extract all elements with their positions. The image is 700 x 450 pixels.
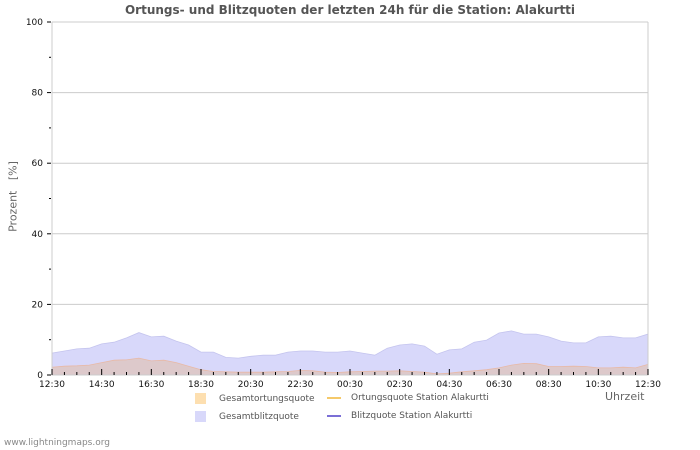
y-tick-label: 80 <box>32 89 44 99</box>
x-tick-label: 08:30 <box>536 380 562 390</box>
chart-title: Ortungs- und Blitzquoten der letzten 24h… <box>124 3 576 17</box>
legend-line-icon <box>327 415 341 417</box>
x-tick-label: 20:30 <box>238 380 264 390</box>
y-tick-label: 0 <box>37 371 43 381</box>
x-tick-label: 22:30 <box>287 380 313 390</box>
y-axis-label: Prozent [%] <box>6 161 20 232</box>
legend-item-gesamtortungsquote: Gesamtortungsquote <box>195 393 315 404</box>
x-tick-label: 04:30 <box>436 380 462 390</box>
x-tick-label: 18:30 <box>188 380 214 390</box>
legend-swatch-icon <box>195 393 206 404</box>
legend: Gesamtortungsquote Ortungsquote Station … <box>195 393 535 429</box>
legend-label: Gesamtortungsquote <box>219 393 315 404</box>
x-tick-label: 10:30 <box>585 380 611 390</box>
x-tick-label: 16:30 <box>138 380 164 390</box>
y-tick-label: 20 <box>32 300 44 310</box>
x-tick-label: 14:30 <box>89 380 115 390</box>
x-tick-label: 12:30 <box>635 380 661 390</box>
gesamtblitzquote-area <box>51 330 649 376</box>
legend-item-ortungsquote-station: Ortungsquote Station Alakurtti <box>327 393 489 403</box>
x-tick-label: 06:30 <box>486 380 512 390</box>
y-tick-label: 60 <box>32 159 44 169</box>
x-tick-label: 12:30 <box>39 380 65 390</box>
y-tick-label: 100 <box>26 18 43 28</box>
legend-label: Ortungsquote Station Alakurtti <box>351 393 489 403</box>
x-tick-label: 02:30 <box>387 380 413 390</box>
legend-line-icon <box>327 397 341 399</box>
x-tick-label: 00:30 <box>337 380 363 390</box>
legend-swatch-icon <box>195 411 206 422</box>
legend-item-gesamtblitzquote: Gesamtblitzquote <box>195 411 299 422</box>
legend-label: Blitzquote Station Alakurtti <box>351 411 473 421</box>
x-axis-label: Uhrzeit <box>605 390 645 403</box>
legend-label: Gesamtblitzquote <box>219 411 299 422</box>
y-tick-label: 40 <box>32 230 44 240</box>
legend-item-blitzquote-station: Blitzquote Station Alakurtti <box>327 411 472 421</box>
footer-source-link[interactable]: www.lightningmaps.org <box>4 438 110 448</box>
